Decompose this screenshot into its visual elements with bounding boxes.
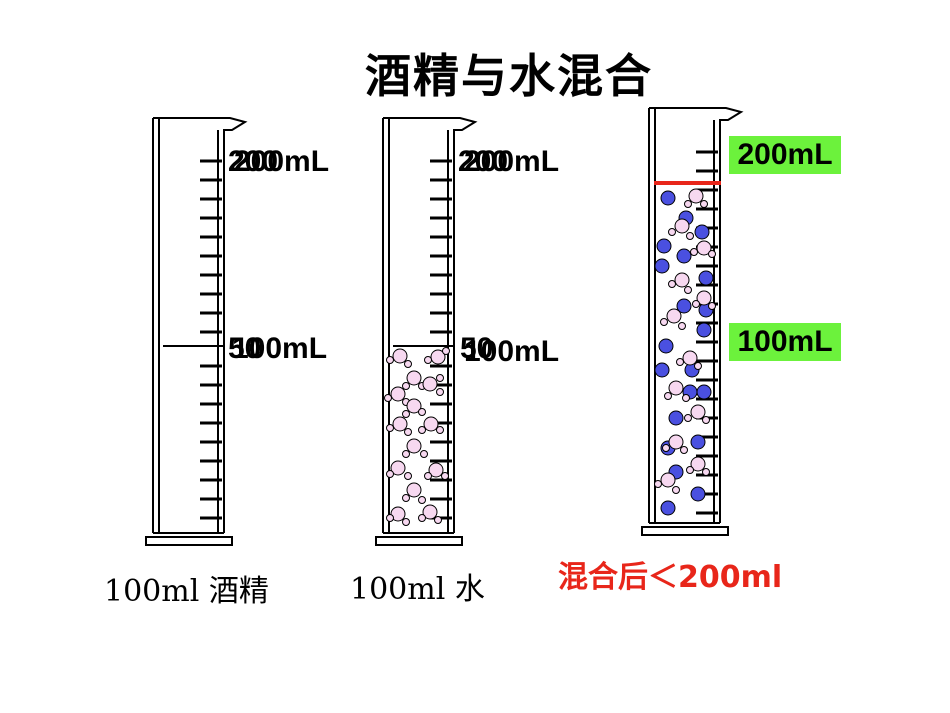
caption-mixed: 混合后＜200ml: [558, 560, 783, 595]
cylinder-left-mark-100: 100mL: [232, 332, 328, 365]
cylinder-right: [641, 107, 744, 536]
cylinder-mid-ghost-mid: 50: [460, 332, 494, 365]
cylinder-left-ghost-mid: 50: [228, 332, 262, 365]
water-molecules: [384, 347, 450, 526]
cylinder-left-ghost-top: 200: [228, 145, 279, 178]
cylinder-left: [145, 117, 248, 546]
cylinder-right-mark-200: 200mL: [729, 136, 841, 174]
cylinder-left-mark-200: 200mL: [234, 145, 330, 178]
cylinder-left-ticks: [200, 159, 222, 520]
cylinder-mid-mark-200: 200mL: [464, 145, 560, 178]
cylinder-mid-mark-100: 100mL: [464, 335, 560, 368]
cylinder-right-mark-100: 100mL: [729, 323, 841, 361]
cylinder-mid-ghost-top: 200: [458, 145, 509, 178]
page-title: 酒精与水混合: [365, 49, 653, 103]
caption-water: 100ml 水: [350, 572, 485, 607]
mixed-molecules: [654, 188, 716, 516]
cylinder-right-ticks: [696, 150, 718, 515]
caption-alcohol: 100ml 酒精: [104, 574, 269, 609]
